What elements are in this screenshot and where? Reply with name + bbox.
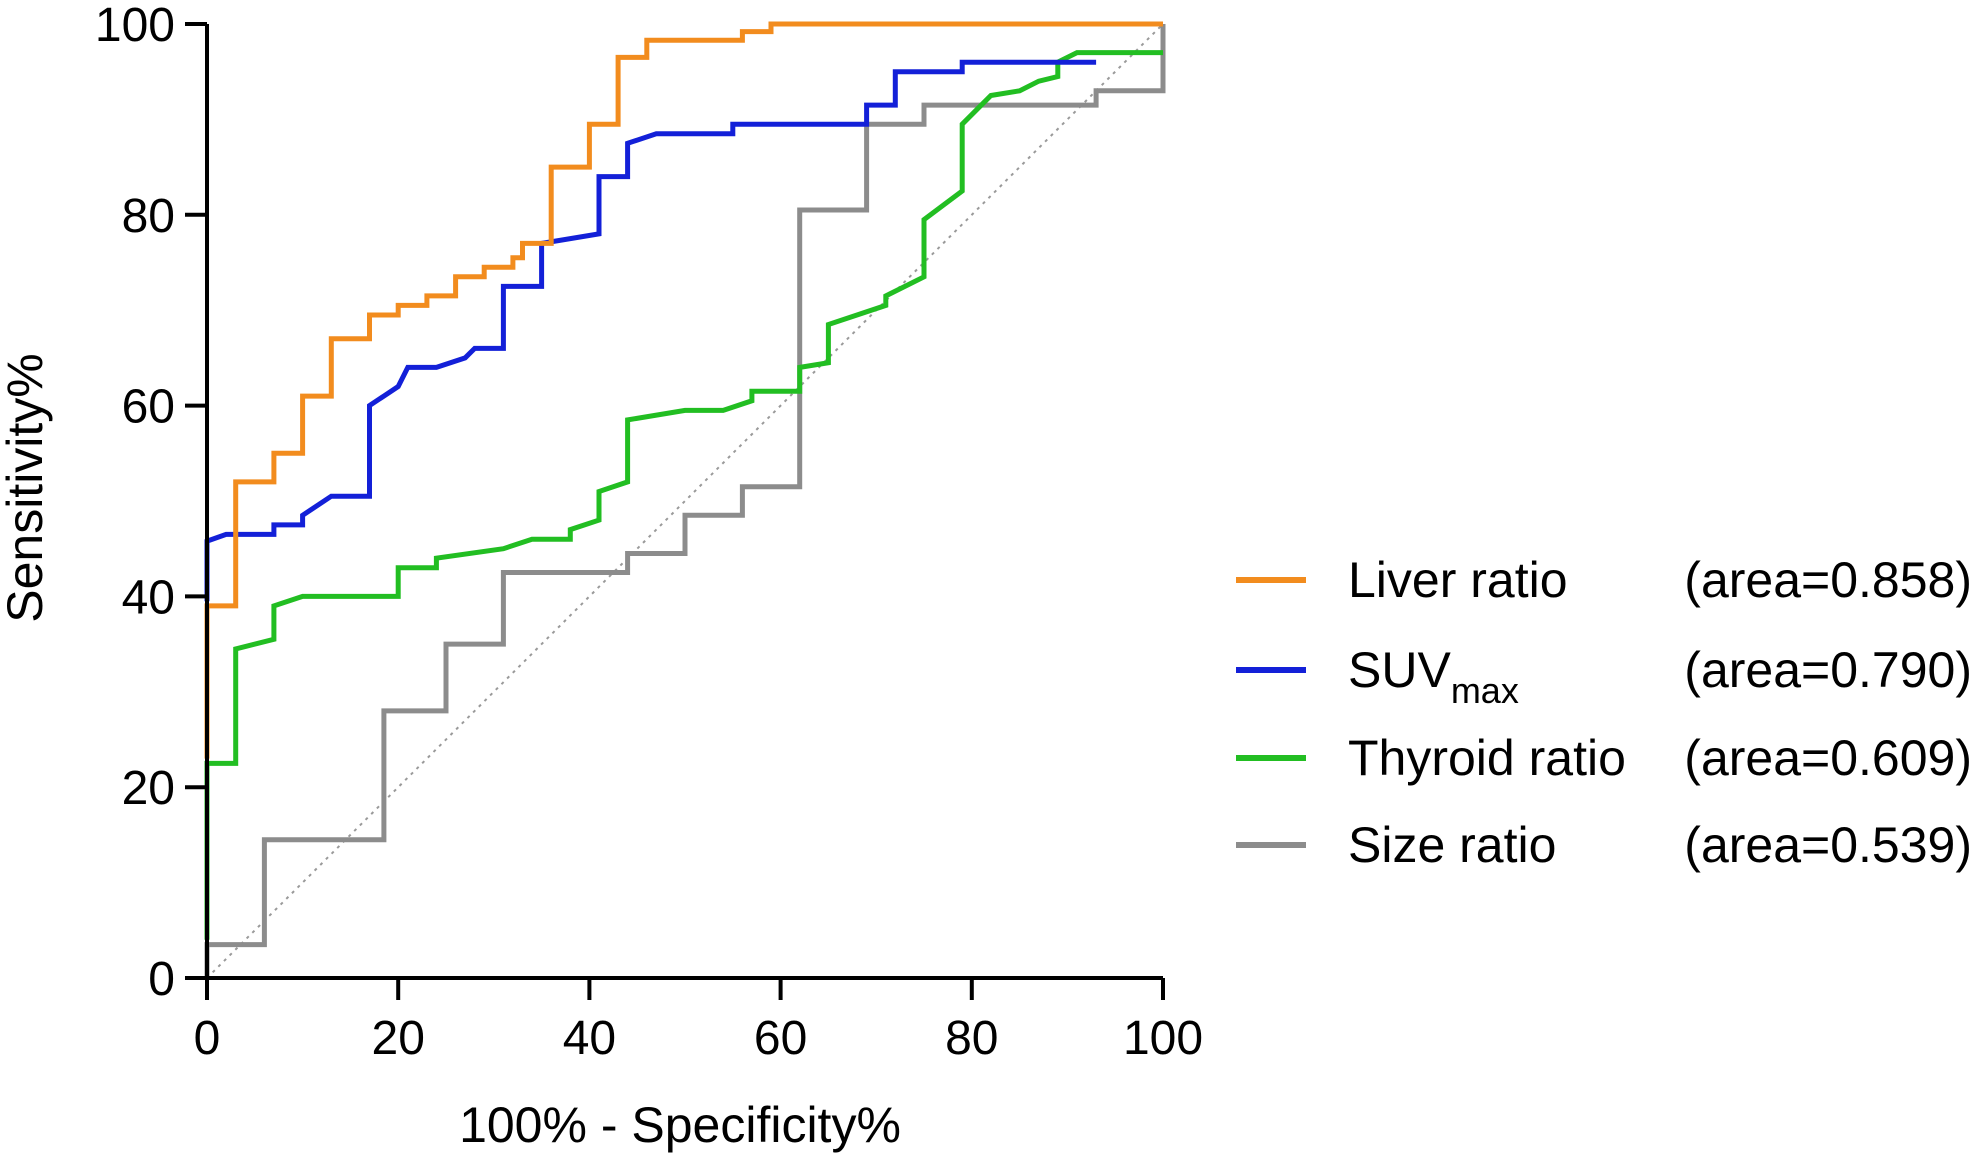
y-axis-title: Sensitivity%	[0, 353, 53, 623]
x-tick-label: 40	[563, 1012, 616, 1065]
legend-entry-suvmax: SUVmax (area=0.790)	[1236, 642, 1972, 711]
plot-area: 0 20 40 60 80 100 0 20 40 60 80 100	[95, 0, 1203, 1065]
legend-entry-thyroid-ratio: Thyroid ratio (area=0.609)	[1236, 730, 1972, 786]
legend-area-size-ratio: (area=0.539)	[1684, 817, 1972, 873]
series-line-liver-ratio	[204, 21, 1163, 759]
legend-entry-size-ratio: Size ratio (area=0.539)	[1236, 817, 1972, 873]
legend-area-liver-ratio: (area=0.858)	[1684, 552, 1972, 608]
x-tick-label: 60	[754, 1012, 807, 1065]
y-tick-label: 60	[122, 381, 175, 434]
y-tick-label: 40	[122, 571, 175, 624]
legend-label-liver-ratio: Liver ratio	[1348, 552, 1568, 608]
y-tick-label: 0	[148, 953, 175, 1006]
legend-label-suvmax-sub: max	[1451, 670, 1519, 711]
y-ticks: 0 20 40 60 80 100	[95, 0, 207, 1006]
reference-diagonal-line	[206, 23, 1164, 979]
legend-label-suvmax-main: SUV	[1348, 642, 1451, 698]
legend-entry-liver-ratio: Liver ratio (area=0.858)	[1236, 552, 1972, 608]
series-line-suvmax	[204, 59, 1097, 602]
y-tick-label: 100	[95, 0, 175, 52]
x-axis-title: 100% - Specificity%	[459, 1097, 901, 1153]
series-line-size-ratio	[204, 24, 1166, 978]
x-tick-label: 100	[1123, 1012, 1203, 1065]
x-tick-label: 20	[372, 1012, 425, 1065]
x-ticks: 0 20 40 60 80 100	[194, 978, 1203, 1065]
x-tick-label: 80	[945, 1012, 998, 1065]
y-tick-label: 80	[122, 190, 175, 243]
y-tick-label: 20	[122, 762, 175, 815]
legend-label-suvmax: SUVmax	[1348, 642, 1519, 711]
legend-label-size-ratio: Size ratio	[1348, 817, 1556, 873]
legend-area-suvmax: (area=0.790)	[1684, 642, 1972, 698]
legend-label-thyroid-ratio: Thyroid ratio	[1348, 730, 1626, 786]
legend: Liver ratio (area=0.858) SUVmax (area=0.…	[1236, 552, 1972, 873]
legend-area-thyroid-ratio: (area=0.609)	[1684, 730, 1972, 786]
series-line-thyroid-ratio	[204, 50, 1163, 940]
series-layer	[204, 21, 1166, 978]
x-tick-label: 0	[194, 1012, 221, 1065]
